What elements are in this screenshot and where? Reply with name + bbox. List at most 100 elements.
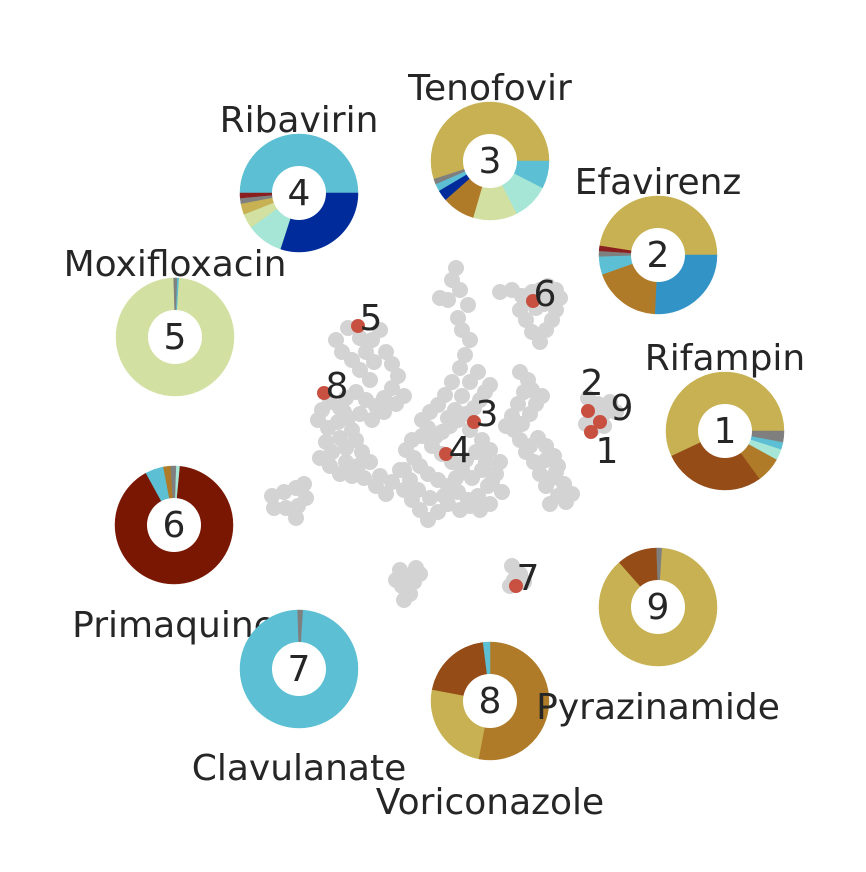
pie-slice [671,430,761,491]
scatter-point [408,560,424,576]
scatter-point [376,404,392,420]
highlight-label-2: 2 [581,363,604,404]
scatter-point [384,474,400,490]
scatter-point [454,388,470,404]
scatter-point [288,510,304,526]
pie-7: 7 Clavulanate [192,609,407,789]
pie-slice [599,195,718,256]
pie-center-hole [463,134,517,188]
pie-number: 2 [647,235,670,276]
scatter-point [352,330,368,346]
pie-center-hole [698,404,752,458]
scatter-point [436,488,452,504]
highlight-point-3 [467,415,481,429]
pie-2: 2 Efavirenz [575,162,741,315]
scatter-point [338,454,354,470]
scatter-point [396,388,412,404]
pie-center-hole [272,642,326,696]
scatter-point [384,356,400,372]
highlight-label-4: 4 [449,430,472,471]
scatter-point [526,454,542,470]
scatter-point [510,396,526,412]
scatter-point [324,444,340,460]
scatter-point [462,374,478,390]
scatter-point [522,438,538,454]
highlight-point-9 [593,415,607,429]
scatter-point [524,382,540,398]
scatter-point [552,290,568,306]
highlight-label-7: 7 [517,558,540,599]
scatter-point [432,290,448,306]
pie-number: 6 [163,505,186,546]
scatter-point [344,468,360,484]
highlight-point-4 [439,447,453,461]
scatter-point [478,454,494,470]
scatter-point [328,332,344,348]
pie-3: 3 Tenofovir [407,68,572,221]
scatter-point [608,404,624,420]
scatter-point [352,406,368,422]
pie-6: 6 Primaquine [72,465,276,646]
scatter-point [336,404,352,420]
scatter-point [392,562,408,578]
scatter-point [278,500,294,516]
pie-number: 9 [647,587,670,628]
scatter-point [332,466,348,482]
scatter-point [348,432,364,448]
scatter-point [542,496,558,512]
scatter-point [334,344,350,360]
scatter-point [396,592,412,608]
scatter-point [296,476,312,492]
pie-drug-label: Clavulanate [192,748,407,789]
scatter-point [290,498,306,514]
pie-number: 1 [714,411,737,452]
scatter-point [448,470,464,486]
scatter-point [422,490,438,506]
highlight-label-8: 8 [326,366,349,407]
scatter-point [410,482,426,498]
pie-number: 8 [479,681,502,722]
scatter-point [444,374,460,390]
scatter-point [378,344,394,360]
scatter-point [390,368,406,384]
scatter-point [440,410,456,426]
pie-slice [689,371,785,432]
pie-number: 7 [288,649,311,690]
scatter-point [548,464,564,480]
pie-center-hole [272,166,326,220]
highlight-label-1: 1 [596,431,619,472]
pie-4: 4 Ribavirin [220,100,378,253]
scatter-point [452,360,468,376]
highlight-point-7 [509,579,523,593]
highlight-point-6 [526,294,540,308]
pie-center-hole [147,498,201,552]
pie-drug-label: Moxifloxacin [64,244,287,285]
scatter-point [396,462,412,478]
pie-center-hole [631,580,685,634]
scatter-point [266,500,282,516]
scatter-point [462,332,478,348]
pie-5: 5 Moxifloxacin [64,244,287,397]
scatter-point [460,297,476,313]
pie-center-hole [463,674,517,728]
highlight-label-5: 5 [360,298,383,339]
scatter-point [532,334,548,350]
pie-center-hole [631,228,685,282]
scatter-point [457,347,473,363]
scatter-layer [264,260,624,608]
pie-number: 5 [164,317,187,358]
highlight-label-3: 3 [476,394,499,435]
highlight-point-1 [584,425,598,439]
highlight-layer: 1 2 34 5 6 7 8 9 [317,274,633,599]
scatter-point [372,468,388,484]
pie-9: 9 Pyrazinamide [536,547,780,728]
highlight-point-8 [317,386,331,400]
pie-drug-label: Rifampin [645,338,806,379]
scatter-point [362,372,378,388]
scatter-point [414,428,430,444]
pie-drug-label: Pyrazinamide [536,687,780,728]
scatter-point [492,284,508,300]
highlight-point-5 [351,319,365,333]
highlight-point-2 [581,404,595,418]
